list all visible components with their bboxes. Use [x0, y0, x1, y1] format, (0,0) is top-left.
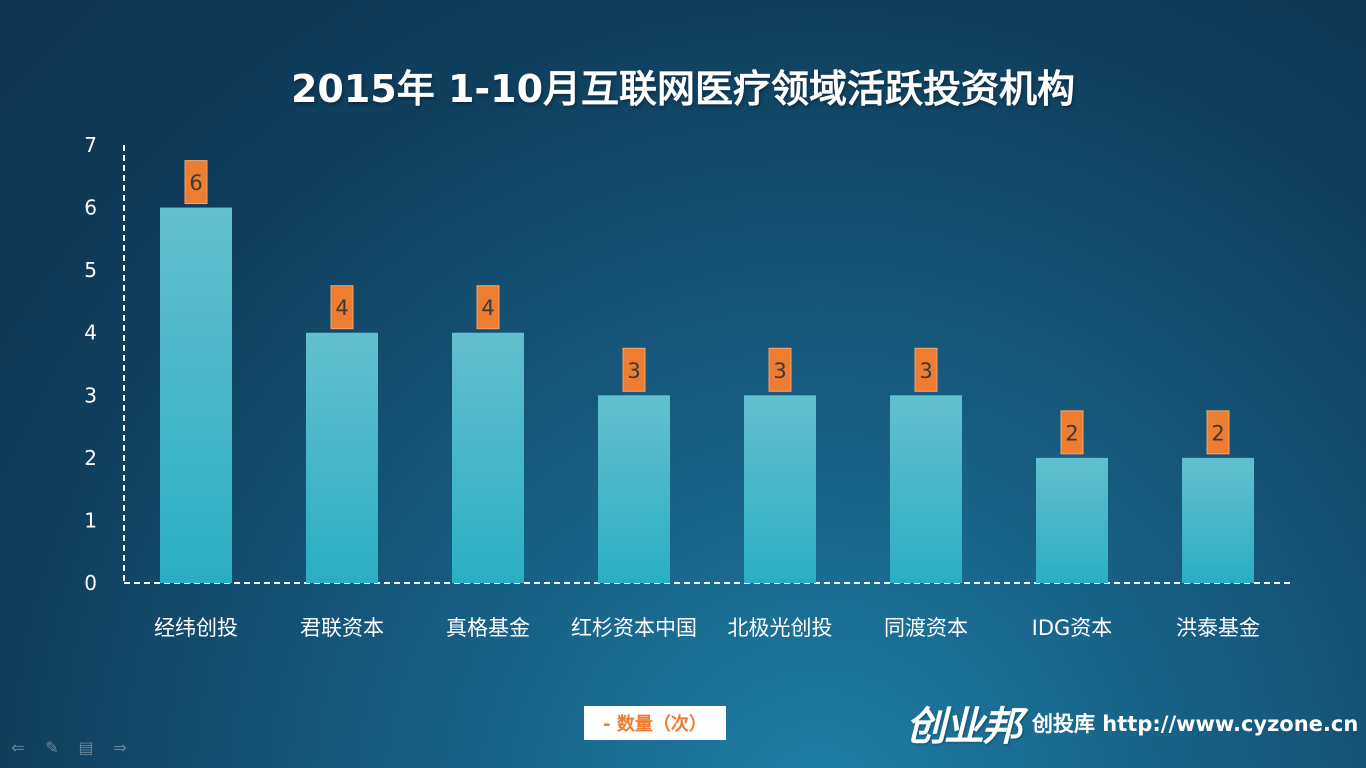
data-label-box: [768, 347, 792, 392]
y-tick-label: 6: [84, 196, 97, 220]
bar: [306, 332, 378, 583]
data-label: 2: [1211, 421, 1224, 445]
y-tick-label: 2: [84, 446, 97, 470]
data-label-box: [476, 285, 500, 330]
y-axis: 0 1 2 3 4 5 6 7: [84, 133, 125, 595]
bar: [1182, 457, 1254, 583]
chart-title: 2015年 1-10月互联网医疗领域活跃投资机构: [290, 67, 1076, 111]
data-label-box: [1206, 410, 1230, 455]
bar: [160, 207, 232, 584]
data-label: 2: [1065, 421, 1078, 445]
arrow-right-icon[interactable]: ⇒: [113, 738, 127, 757]
x-tick-label: IDG资本: [1032, 616, 1113, 640]
x-tick-label: 北极光创投: [728, 616, 833, 640]
data-labels: 6 4 4 3 3 3 2 2: [184, 160, 1230, 455]
legend-entry: - 数量（次）: [603, 714, 707, 735]
y-tick-label: 7: [84, 133, 97, 157]
data-label: 6: [189, 171, 202, 195]
data-label-box: [1060, 410, 1084, 455]
menu-icon[interactable]: ▤: [78, 738, 94, 757]
arrow-left-icon[interactable]: ⇐: [11, 738, 25, 757]
slide-nav: ⇐ ✎ ▤ ⇒: [8, 738, 130, 757]
y-tick-label: 1: [84, 508, 97, 532]
bar-chart: 0 1 2 3 4 5 6 7 6 4 4 3 3 3 2 2 经纬创投 君联资本 真格基金 红杉资本中国 北极光创…: [84, 133, 1260, 640]
pen-icon[interactable]: ✎: [45, 738, 59, 757]
bar: [744, 395, 816, 583]
data-label-box: [914, 347, 938, 392]
y-tick-label: 3: [84, 383, 97, 407]
legend: - 数量（次）: [584, 706, 726, 740]
x-tick-label: 同渡资本: [884, 616, 968, 640]
data-label-box: [622, 347, 646, 392]
y-tick-label: 0: [84, 571, 97, 595]
data-label: 3: [919, 359, 932, 383]
bars: [160, 207, 1254, 584]
x-tick-label: 真格基金: [446, 616, 530, 640]
data-label-box: [330, 285, 354, 330]
x-tick-label: 洪泰基金: [1176, 616, 1260, 640]
brand-logo: 创业邦: [906, 703, 1022, 750]
data-label: 3: [773, 359, 786, 383]
bar: [598, 395, 670, 583]
x-tick-label: 经纬创投: [154, 616, 238, 640]
data-label: 4: [335, 296, 348, 320]
bar: [452, 332, 524, 583]
bar: [1036, 457, 1108, 583]
x-tick-label: 红杉资本中国: [571, 616, 697, 640]
bar: [890, 395, 962, 583]
y-tick-label: 4: [84, 321, 97, 345]
category-labels: 经纬创投 君联资本 真格基金 红杉资本中国 北极光创投 同渡资本 IDG资本 洪泰基金: [154, 616, 1260, 640]
data-label: 4: [481, 296, 494, 320]
data-label-box: [184, 160, 208, 205]
brand-footer: 创业邦 创投库 http://www.cyzone.cn: [906, 694, 1358, 752]
brand-text: 创投库 http://www.cyzone.cn: [1032, 712, 1359, 736]
y-tick-label: 5: [84, 258, 97, 282]
data-label: 3: [627, 359, 640, 383]
x-tick-label: 君联资本: [300, 616, 384, 640]
